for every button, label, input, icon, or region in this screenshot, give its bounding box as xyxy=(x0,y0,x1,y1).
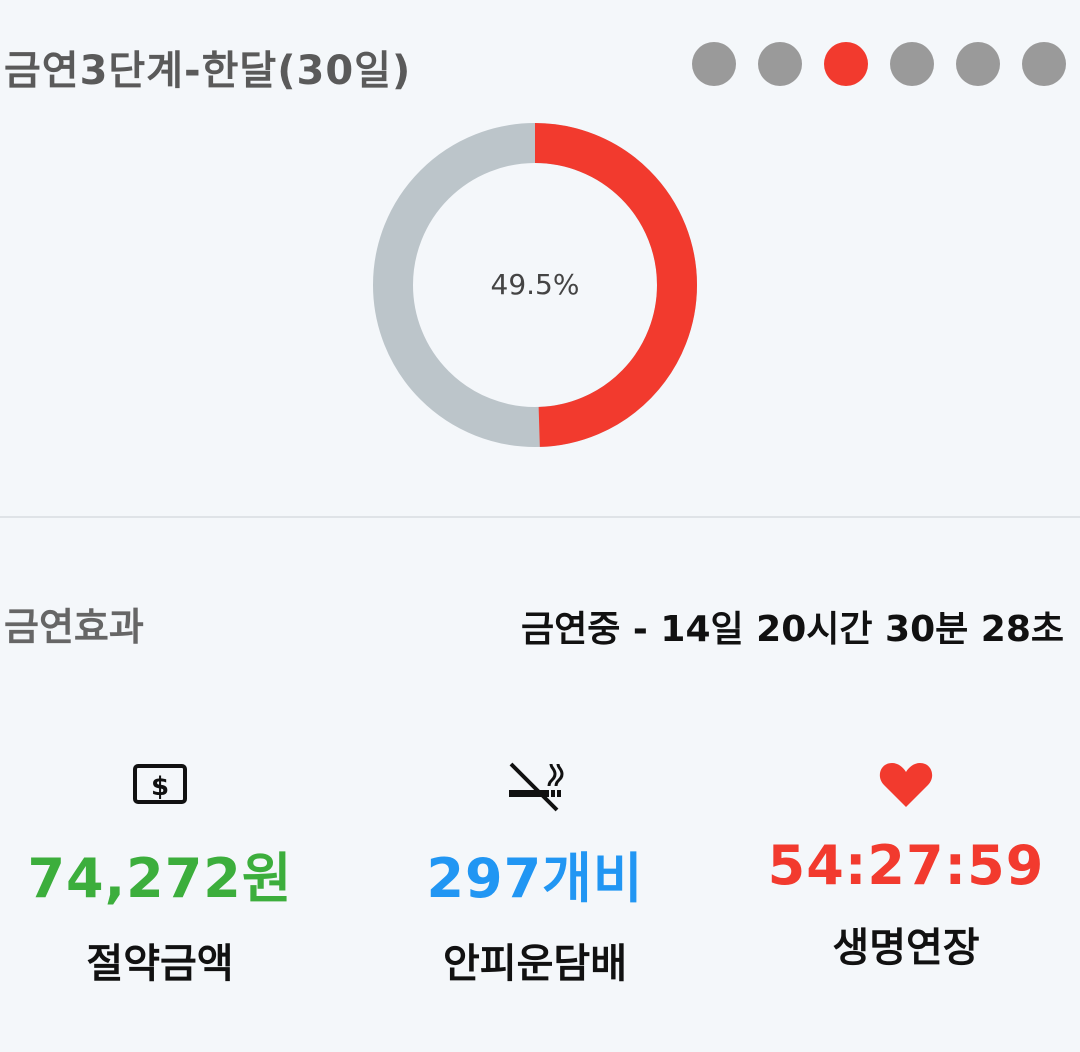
money-saved-label: 절약금액 xyxy=(86,941,234,987)
stat-life-extension[interactable]: 54:27:59 생명연장 xyxy=(746,756,1066,973)
dollar-bill-icon: $ xyxy=(0,756,320,812)
stage-step-dot[interactable] xyxy=(1022,42,1066,86)
effects-title: 금연효과 xyxy=(4,605,144,649)
life-extension-label: 생명연장 xyxy=(832,925,980,971)
progress-fill xyxy=(373,123,697,447)
stage-step-dot[interactable] xyxy=(692,42,736,86)
stage-title: 금연3단계-한달(30일) xyxy=(4,48,412,94)
svg-text:$: $ xyxy=(151,772,169,802)
cigarettes-value: 297개비 xyxy=(426,847,644,910)
progress-donut: 49.5% xyxy=(372,122,698,448)
elapsed-time: 금연중 - 14일 20시간 30분 28초 xyxy=(521,609,1064,650)
stat-money-saved[interactable]: $ 74,272원 절약금액 xyxy=(0,756,320,989)
stage-step-dot[interactable] xyxy=(758,42,802,86)
cigarettes-label: 안피운담배 xyxy=(443,941,627,987)
stat-cigarettes-not-smoked[interactable]: 297개비 안피운담배 xyxy=(375,756,695,989)
life-extension-value: 54:27:59 xyxy=(767,834,1045,897)
progress-percent: 49.5% xyxy=(490,268,580,301)
stage-step-dot-active[interactable] xyxy=(824,42,868,86)
heart-icon xyxy=(746,756,1066,812)
progress-donut-svg xyxy=(373,123,697,447)
section-divider xyxy=(0,516,1080,518)
no-smoking-icon xyxy=(375,756,695,812)
stage-step-dot[interactable] xyxy=(956,42,1000,86)
stage-step-indicator[interactable] xyxy=(692,42,1066,86)
money-saved-value: 74,272원 xyxy=(27,847,293,910)
stage-step-dot[interactable] xyxy=(890,42,934,86)
